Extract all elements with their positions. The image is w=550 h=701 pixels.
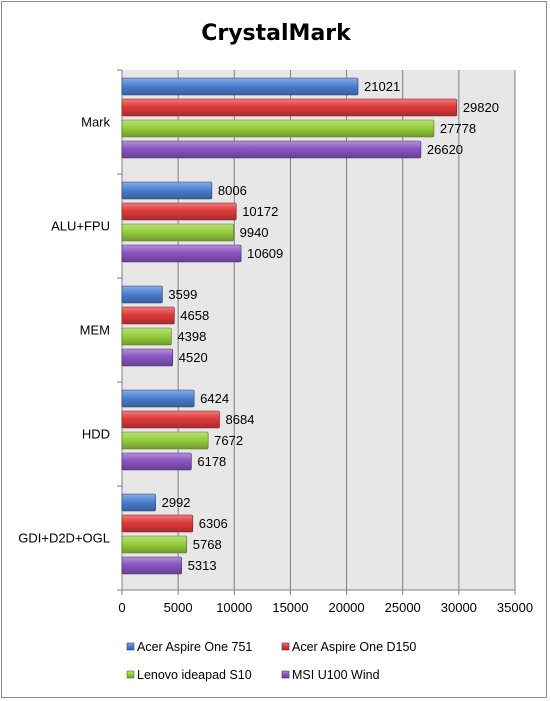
legend: Acer Aspire One 751 Acer Aspire One D150 L… [126, 640, 416, 682]
value-label: 8006 [218, 183, 247, 198]
value-label: 6424 [200, 391, 229, 406]
bar-alu-fpu-acer-aspire-one-d150 [121, 202, 237, 221]
legend-swatch-acer-aspire-one-751 [126, 642, 135, 651]
bar-alu-fpu-lenovo-ideapad-s10 [121, 223, 234, 242]
value-label: 27778 [440, 121, 476, 136]
x-tick-label: 30000 [441, 600, 477, 615]
legend-swatch-acer-aspire-one-d150 [281, 642, 290, 651]
legend-label-acer-aspire-one-d150: Acer Aspire One D150 [292, 640, 416, 654]
value-label: 8684 [226, 412, 255, 427]
legend-label-lenovo-ideapad-s10: Lenovo ideapad S10 [137, 668, 252, 682]
x-tick-label: 25000 [385, 600, 421, 615]
x-tick-label: 10000 [216, 600, 252, 615]
category-label-gdi-d2d-ogl: GDI+D2D+OGL [18, 531, 110, 546]
bar-mark-acer-aspire-one-d150 [121, 98, 458, 117]
x-tick-labels: 0 5000 10000 15000 20000 25000 30000 35000 [118, 600, 533, 615]
value-label: 7672 [214, 433, 243, 448]
bar-mem-lenovo-ideapad-s10 [121, 327, 172, 346]
value-label: 6306 [199, 516, 228, 531]
legend-label-acer-aspire-one-751: Acer Aspire One 751 [137, 640, 252, 654]
value-label: 9940 [240, 225, 269, 240]
legend-label-msi-u100-wind: MSI U100 Wind [292, 668, 380, 682]
category-label-alu-fpu: ALU+FPU [51, 219, 110, 234]
bar-hdd-acer-aspire-one-751 [121, 389, 195, 408]
x-tick-label: 5000 [164, 600, 193, 615]
bar-mark-acer-aspire-one-751 [121, 77, 359, 96]
bar-gdi-d2d-ogl-lenovo-ideapad-s10 [121, 535, 188, 554]
legend-swatch-msi-u100-wind [281, 670, 290, 679]
bar-hdd-acer-aspire-one-d150 [121, 410, 220, 429]
bars [121, 77, 458, 575]
bar-gdi-d2d-ogl-acer-aspire-one-751 [121, 493, 156, 512]
value-label: 21021 [364, 79, 400, 94]
category-label-mark: Mark [81, 115, 110, 130]
value-label: 5313 [188, 558, 217, 573]
x-tick-label: 20000 [328, 600, 364, 615]
bar-gdi-d2d-ogl-msi-u100-wind [121, 556, 182, 575]
bar-mark-msi-u100-wind [121, 140, 422, 159]
category-label-mem: MEM [80, 323, 110, 338]
bar-hdd-msi-u100-wind [121, 452, 192, 471]
value-label: 4520 [179, 350, 208, 365]
bar-gdi-d2d-ogl-acer-aspire-one-d150 [121, 514, 194, 533]
value-label: 6178 [197, 454, 226, 469]
value-label: 5768 [193, 537, 222, 552]
bar-mark-lenovo-ideapad-s10 [121, 119, 435, 138]
x-tick-label: 15000 [272, 600, 308, 615]
legend-swatch-lenovo-ideapad-s10 [126, 670, 135, 679]
category-label-hdd: HDD [82, 427, 110, 442]
bar-hdd-lenovo-ideapad-s10 [121, 431, 209, 450]
value-label: 26620 [427, 142, 463, 157]
bar-mem-msi-u100-wind [121, 348, 174, 367]
value-label: 4398 [177, 329, 206, 344]
value-label: 2992 [162, 495, 191, 510]
chart-title: CrystalMark [201, 21, 352, 46]
bar-alu-fpu-acer-aspire-one-751 [121, 181, 213, 200]
value-label: 10609 [247, 246, 283, 261]
category-labels: Mark ALU+FPU MEM HDD GDI+D2D+OGL [18, 115, 110, 546]
value-label: 29820 [463, 100, 499, 115]
bar-mem-acer-aspire-one-751 [121, 285, 163, 304]
bar-alu-fpu-msi-u100-wind [121, 244, 242, 263]
x-tick-label: 0 [118, 600, 125, 615]
value-labels: 21021 29820 27778 26620 8006 10172 9940 10609 35… [162, 79, 499, 573]
value-label: 3599 [168, 287, 197, 302]
value-label: 10172 [242, 204, 278, 219]
bar-mem-acer-aspire-one-d150 [121, 306, 175, 325]
x-tick-label: 35000 [497, 600, 533, 615]
value-label: 4658 [180, 308, 209, 323]
